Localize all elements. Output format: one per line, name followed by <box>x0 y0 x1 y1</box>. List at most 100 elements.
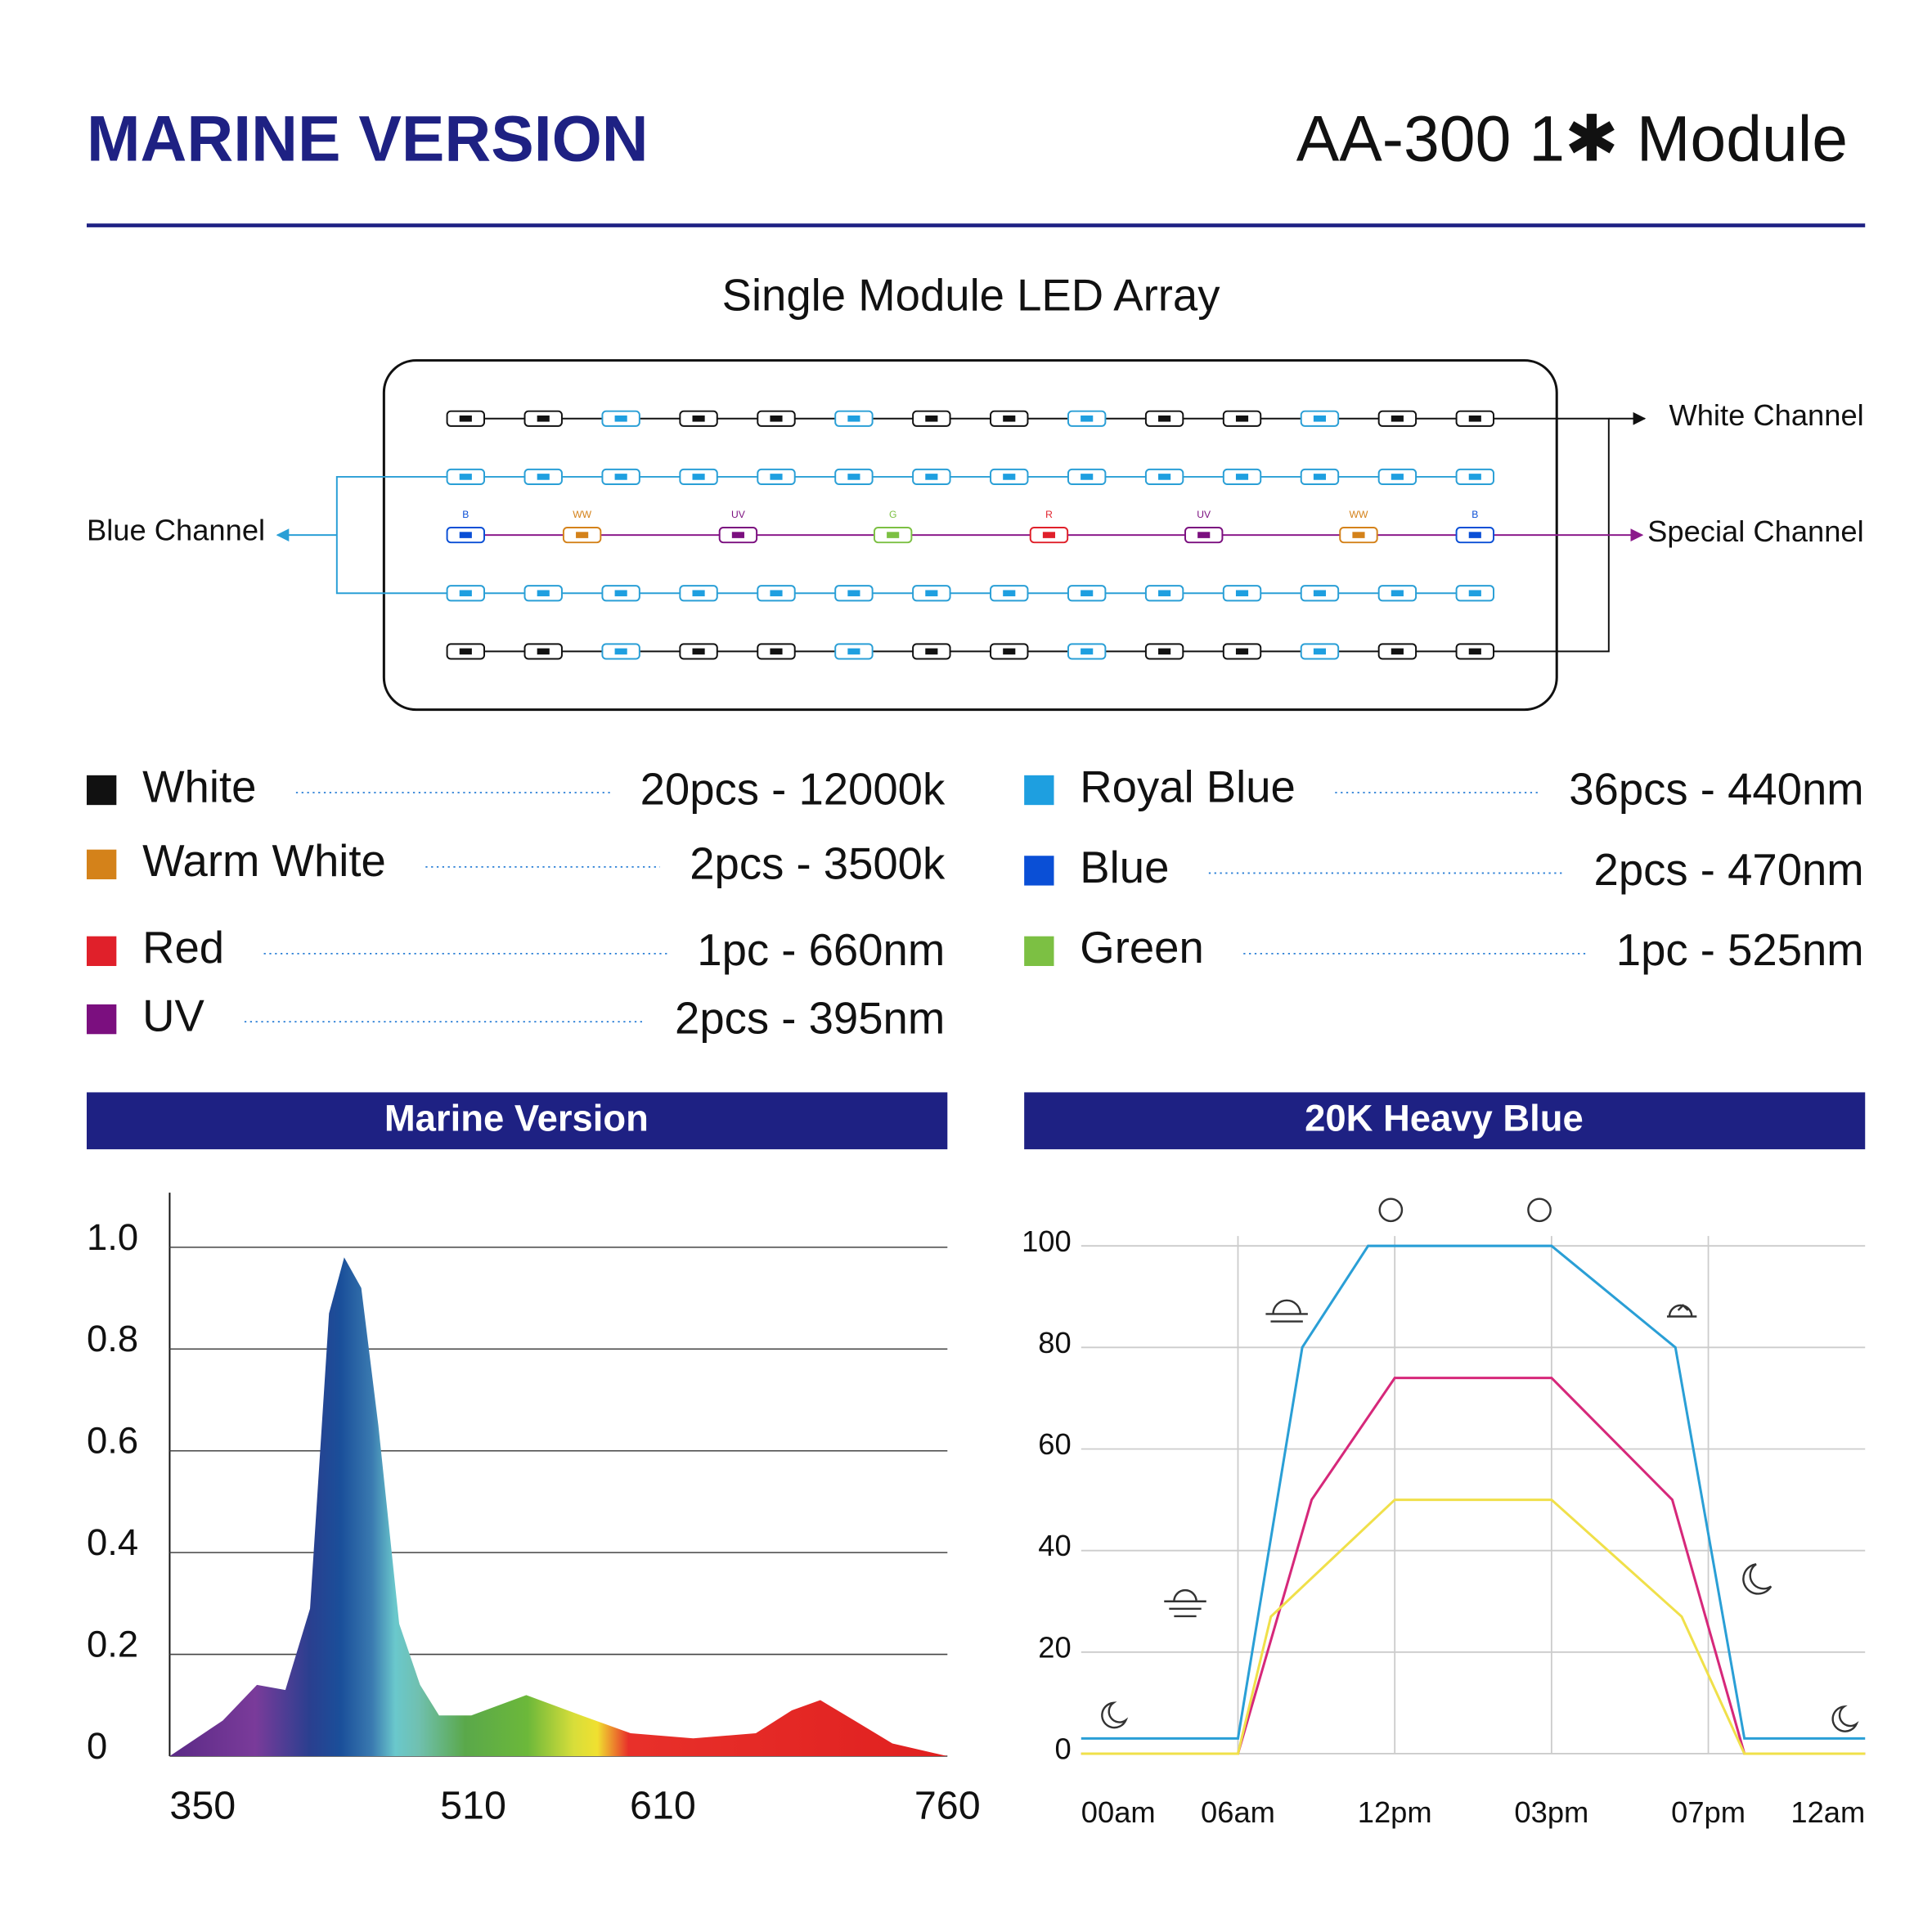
model-title: AA-300 1✱ Module <box>1296 102 1848 174</box>
led-chip <box>1391 415 1404 422</box>
led-chip <box>692 415 705 422</box>
led-chip <box>459 532 472 538</box>
chart-title-bar <box>1024 1092 1866 1150</box>
led-chip <box>1003 648 1016 655</box>
led-chip <box>1391 648 1404 655</box>
legend-swatch <box>1024 936 1054 966</box>
blue-channel-label: Blue Channel <box>87 514 265 547</box>
legend-name: UV <box>142 991 204 1040</box>
legend-spec: 20pcs - 12000k <box>640 764 946 814</box>
led-chip <box>1352 532 1365 538</box>
y-tick-label: 60 <box>1038 1427 1071 1461</box>
x-tick-label: 610 <box>630 1783 696 1827</box>
legend-swatch <box>86 936 117 966</box>
led-chip <box>1158 474 1171 480</box>
led-chip <box>1235 590 1249 597</box>
led-chip <box>847 648 860 655</box>
x-tick-label: 760 <box>914 1783 981 1827</box>
led-chip <box>576 532 589 538</box>
x-tick-label: 350 <box>169 1783 236 1827</box>
led-label: WW <box>573 509 591 520</box>
led-chip <box>847 415 860 422</box>
led-chip <box>770 590 783 597</box>
led-chip <box>692 648 705 655</box>
led-chip <box>459 648 472 655</box>
led-chip <box>1391 474 1404 480</box>
legend-swatch <box>1024 856 1054 886</box>
special-channel-label: Special Channel <box>1647 514 1864 548</box>
y-tick-label: 0.2 <box>87 1623 138 1665</box>
y-tick-label: 0.6 <box>87 1420 138 1462</box>
legend-swatch <box>86 775 117 806</box>
led-chip <box>1081 474 1094 480</box>
led-label: UV <box>1197 509 1211 520</box>
led-chip <box>1003 415 1016 422</box>
y-tick-label: 0 <box>1054 1732 1071 1766</box>
led-chip <box>1468 648 1481 655</box>
series-line <box>1081 1244 1866 1740</box>
white-channel-label: White Channel <box>1669 398 1863 432</box>
legend-name: Blue <box>1080 842 1169 892</box>
led-chip <box>614 590 627 597</box>
legend-spec: 36pcs - 440nm <box>1569 764 1864 814</box>
led-chip <box>925 474 938 480</box>
led-chip <box>1158 415 1171 422</box>
led-chip <box>1197 532 1211 538</box>
y-tick-label: 1.0 <box>87 1216 138 1258</box>
y-tick-label: 100 <box>1022 1224 1072 1258</box>
led-chip <box>1003 474 1016 480</box>
array-title: Single Module LED Array <box>722 270 1221 320</box>
x-tick-label: 03pm <box>1514 1795 1588 1829</box>
spectrum-area <box>169 1257 948 1756</box>
led-chip <box>1158 590 1171 597</box>
y-tick-label: 80 <box>1038 1326 1071 1359</box>
led-chip <box>1468 474 1481 480</box>
page-title: MARINE VERSION <box>87 102 649 174</box>
led-chip <box>847 474 860 480</box>
led-chip <box>1158 648 1171 655</box>
led-chip <box>459 415 472 422</box>
led-chip <box>887 532 900 538</box>
led-chip <box>614 474 627 480</box>
led-chip <box>847 590 860 597</box>
led-label: B <box>1471 509 1478 520</box>
led-chip <box>1468 415 1481 422</box>
led-chip <box>1391 590 1404 597</box>
led-chip <box>1313 415 1327 422</box>
led-label: R <box>1045 509 1053 520</box>
led-chip <box>1235 474 1249 480</box>
led-chip <box>925 590 938 597</box>
led-label: WW <box>1350 509 1368 520</box>
y-tick-label: 0.4 <box>87 1521 138 1563</box>
led-label: G <box>889 509 896 520</box>
legend-spec: 1pc - 660nm <box>697 925 945 975</box>
legend-name: Warm White <box>142 836 386 886</box>
legend-spec: 1pc - 525nm <box>1616 925 1864 975</box>
led-chip <box>1313 590 1327 597</box>
x-tick-label: 06am <box>1201 1795 1275 1829</box>
legend-spec: 2pcs - 470nm <box>1594 845 1864 895</box>
led-chip <box>925 415 938 422</box>
legend-spec: 2pcs - 3500k <box>690 838 946 888</box>
led-chip <box>770 415 783 422</box>
legend-name: Royal Blue <box>1080 762 1296 811</box>
led-chip <box>770 648 783 655</box>
x-tick-label: 12pm <box>1358 1795 1432 1829</box>
legend-swatch <box>1024 775 1054 806</box>
legend-spec: 2pcs - 395nm <box>675 994 945 1044</box>
chart-title-bar <box>86 1092 948 1150</box>
led-chip <box>1042 532 1056 538</box>
led-chip <box>1081 590 1094 597</box>
led-label: UV <box>731 509 746 520</box>
led-label: B <box>462 509 469 520</box>
x-tick-label: 12am <box>1790 1795 1865 1829</box>
series-line <box>1081 1377 1866 1755</box>
led-chip <box>731 532 744 538</box>
led-chip <box>1235 415 1249 422</box>
y-tick-label: 20 <box>1038 1630 1071 1664</box>
led-chip <box>1081 415 1094 422</box>
chart-title: 20K Heavy Blue <box>1305 1097 1584 1139</box>
series-line <box>1081 1498 1866 1755</box>
